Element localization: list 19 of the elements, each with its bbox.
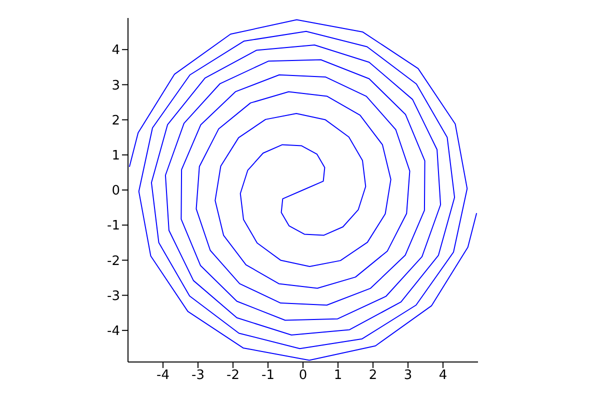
y-tick-label: -2 xyxy=(107,254,120,269)
y-tick-label: -3 xyxy=(107,288,120,304)
x-tick-label: 3 xyxy=(404,368,412,384)
y-tick-label: 4 xyxy=(112,43,120,58)
x-tick-label: 1 xyxy=(334,368,342,384)
x-tick-label: -1 xyxy=(262,368,274,384)
y-tick-label: -1 xyxy=(107,218,120,234)
x-tick-label: -3 xyxy=(192,368,204,384)
line-series xyxy=(128,19,478,361)
x-tick-label: 4 xyxy=(438,368,448,384)
x-tick-label: -2 xyxy=(226,368,240,384)
y-tick-label: 1 xyxy=(112,148,120,164)
y-tick-label: -4 xyxy=(107,324,120,340)
y-tick-label: 0 xyxy=(112,184,120,199)
y-tick-label: 3 xyxy=(112,78,120,94)
x-tick-label: -4 xyxy=(156,368,170,384)
y-tick-label: 2 xyxy=(112,113,120,128)
x-tick-label: 0 xyxy=(298,368,308,384)
x-tick-label: 2 xyxy=(368,368,378,384)
